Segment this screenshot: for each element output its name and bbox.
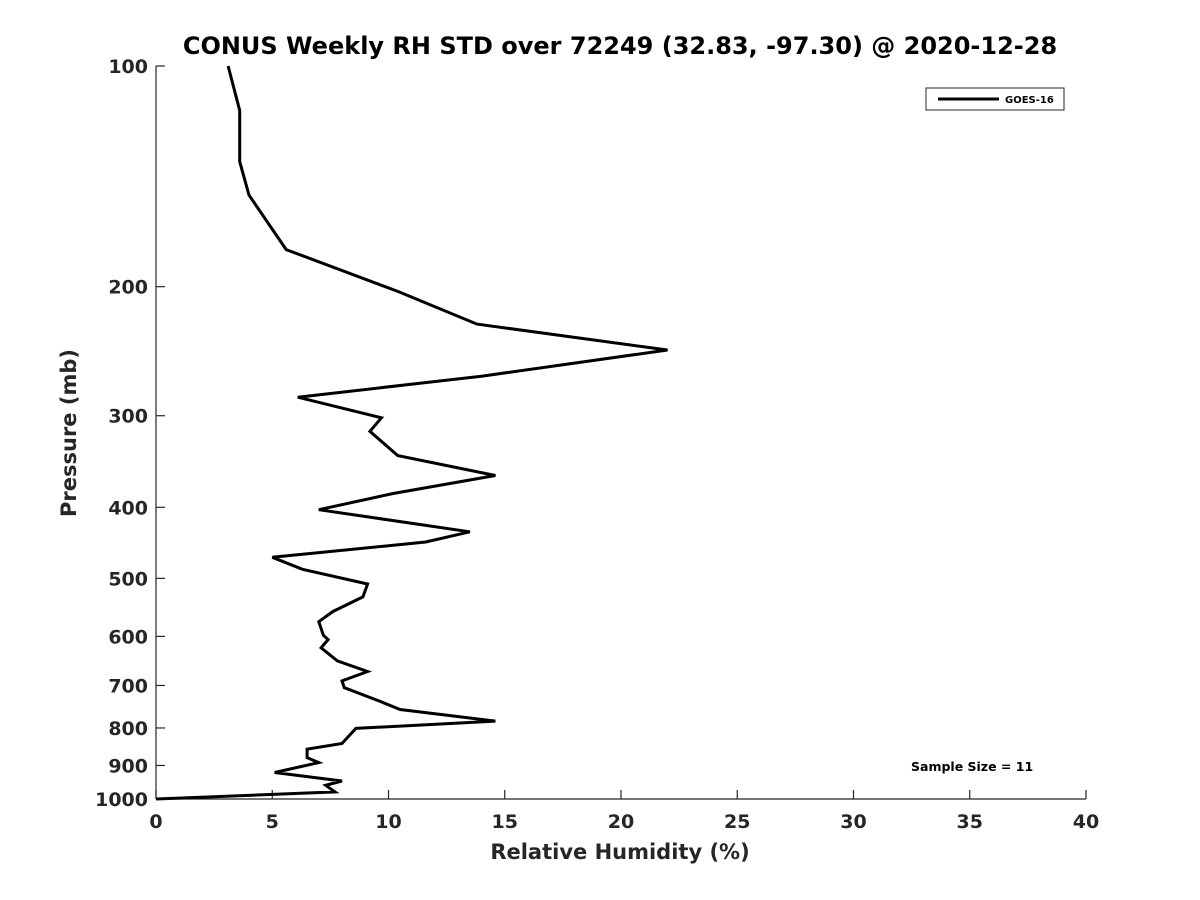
x-tick-label: 5 [266, 811, 279, 833]
sample-size-annotation: Sample Size = 11 [911, 759, 1033, 774]
x-tick-label: 30 [840, 811, 866, 833]
series-line-goes-16 [155, 65, 668, 801]
x-tick-label: 25 [724, 811, 750, 833]
x-tick-label: 35 [957, 811, 983, 833]
legend-label-goes-16: GOES-16 [1005, 95, 1054, 106]
y-tick-label: 500 [108, 568, 148, 590]
y-tick-label: 400 [108, 497, 148, 519]
chart-title: CONUS Weekly RH STD over 72249 (32.83, -… [183, 32, 1057, 60]
y-tick-label: 800 [108, 718, 148, 740]
x-tick-label: 10 [375, 811, 401, 833]
y-axis-label: Pressure (mb) [57, 349, 81, 517]
x-axis-label: Relative Humidity (%) [490, 840, 749, 864]
y-tick-label: 600 [108, 626, 148, 648]
axes [155, 66, 1086, 800]
y-tick-label: 700 [108, 675, 148, 697]
x-tick-label: 15 [492, 811, 518, 833]
y-ticks: 100 200 300 400 500 600 700 800 900 1000 [95, 56, 165, 811]
y-tick-label: 200 [108, 277, 148, 299]
y-tick-label: 300 [108, 406, 148, 428]
x-tick-label: 20 [608, 811, 634, 833]
legend: GOES-16 [925, 87, 1065, 111]
y-tick-label: 100 [108, 56, 148, 78]
x-tick-label: 0 [149, 811, 162, 833]
x-ticks: 0 5 10 15 20 25 30 35 40 [149, 790, 1099, 833]
y-tick-label: 1000 [95, 789, 148, 811]
x-tick-label: 40 [1073, 811, 1099, 833]
series-layer [155, 65, 668, 801]
y-tick-label: 900 [108, 755, 148, 777]
